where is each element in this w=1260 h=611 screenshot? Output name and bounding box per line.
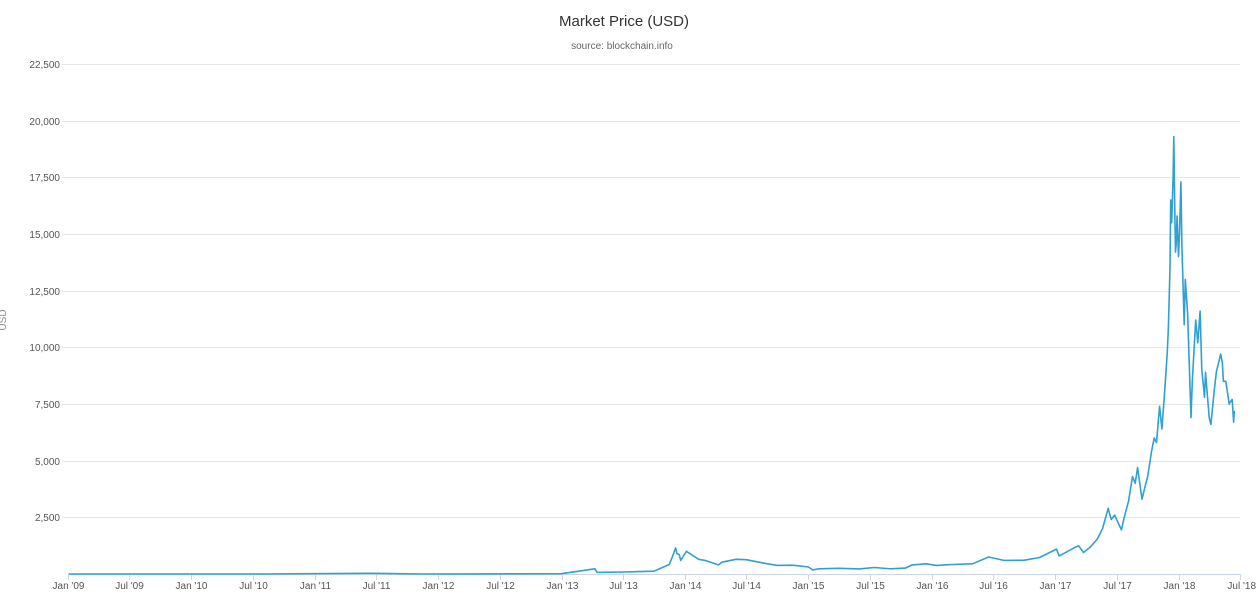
y-tick-label: 17,500: [29, 173, 60, 184]
x-tick-label: Jul '12: [486, 581, 515, 592]
y-tick-label: 2,500: [35, 513, 60, 524]
x-tick-label: Jan '14: [670, 581, 702, 592]
y-tick-label: 22,500: [29, 60, 60, 71]
chart-title: Market Price (USD): [559, 13, 689, 30]
y-tick-label: 7,500: [35, 400, 60, 411]
y-tick-label: 10,000: [29, 343, 60, 354]
x-tick-label: Jan '17: [1040, 581, 1072, 592]
x-tick-label: Jan '11: [300, 581, 332, 592]
x-tick-label: Jan '12: [423, 581, 455, 592]
x-tick-label: Jul '18: [1227, 581, 1256, 592]
x-axis: [68, 574, 1241, 580]
y-tick-label: 12,500: [29, 287, 60, 298]
gridlines: [62, 64, 1240, 518]
x-tick-label: Jul '16: [979, 581, 1008, 592]
x-tick-label: Jul '15: [856, 581, 885, 592]
x-tick-label: Jul '14: [732, 581, 761, 592]
y-axis-label: USD: [0, 309, 9, 330]
x-tick-label: Jan '10: [176, 581, 208, 592]
x-tick-label: Jul '09: [115, 581, 144, 592]
price-line: [68, 135, 1236, 575]
x-tick-label: Jul '10: [239, 581, 268, 592]
x-axis-tick-labels: Jan '09 Jul '09 Jan '10 Jul '10 Jan '11 Jul '…: [53, 581, 1257, 592]
y-tick-label: 15,000: [29, 230, 60, 241]
x-tick-label: Jan '18: [1164, 581, 1196, 592]
x-tick-label: Jul '13: [609, 581, 638, 592]
x-tick-label: Jan '16: [917, 581, 949, 592]
y-tick-label: 20,000: [29, 117, 60, 128]
x-tick-label: Jul '17: [1103, 581, 1132, 592]
chart-subtitle: source: blockchain.info: [571, 41, 673, 52]
x-tick-label: Jan '13: [547, 581, 579, 592]
x-tick-label: Jan '09: [53, 581, 85, 592]
x-tick-label: Jan '15: [793, 581, 825, 592]
price-series: [68, 135, 1236, 575]
y-axis-tick-labels: 2,500 5,000 7,500 10,000 12,500 15,000 17,500 2…: [29, 60, 60, 524]
x-tick-label: Jul '11: [363, 581, 391, 592]
y-tick-label: 5,000: [35, 457, 60, 468]
